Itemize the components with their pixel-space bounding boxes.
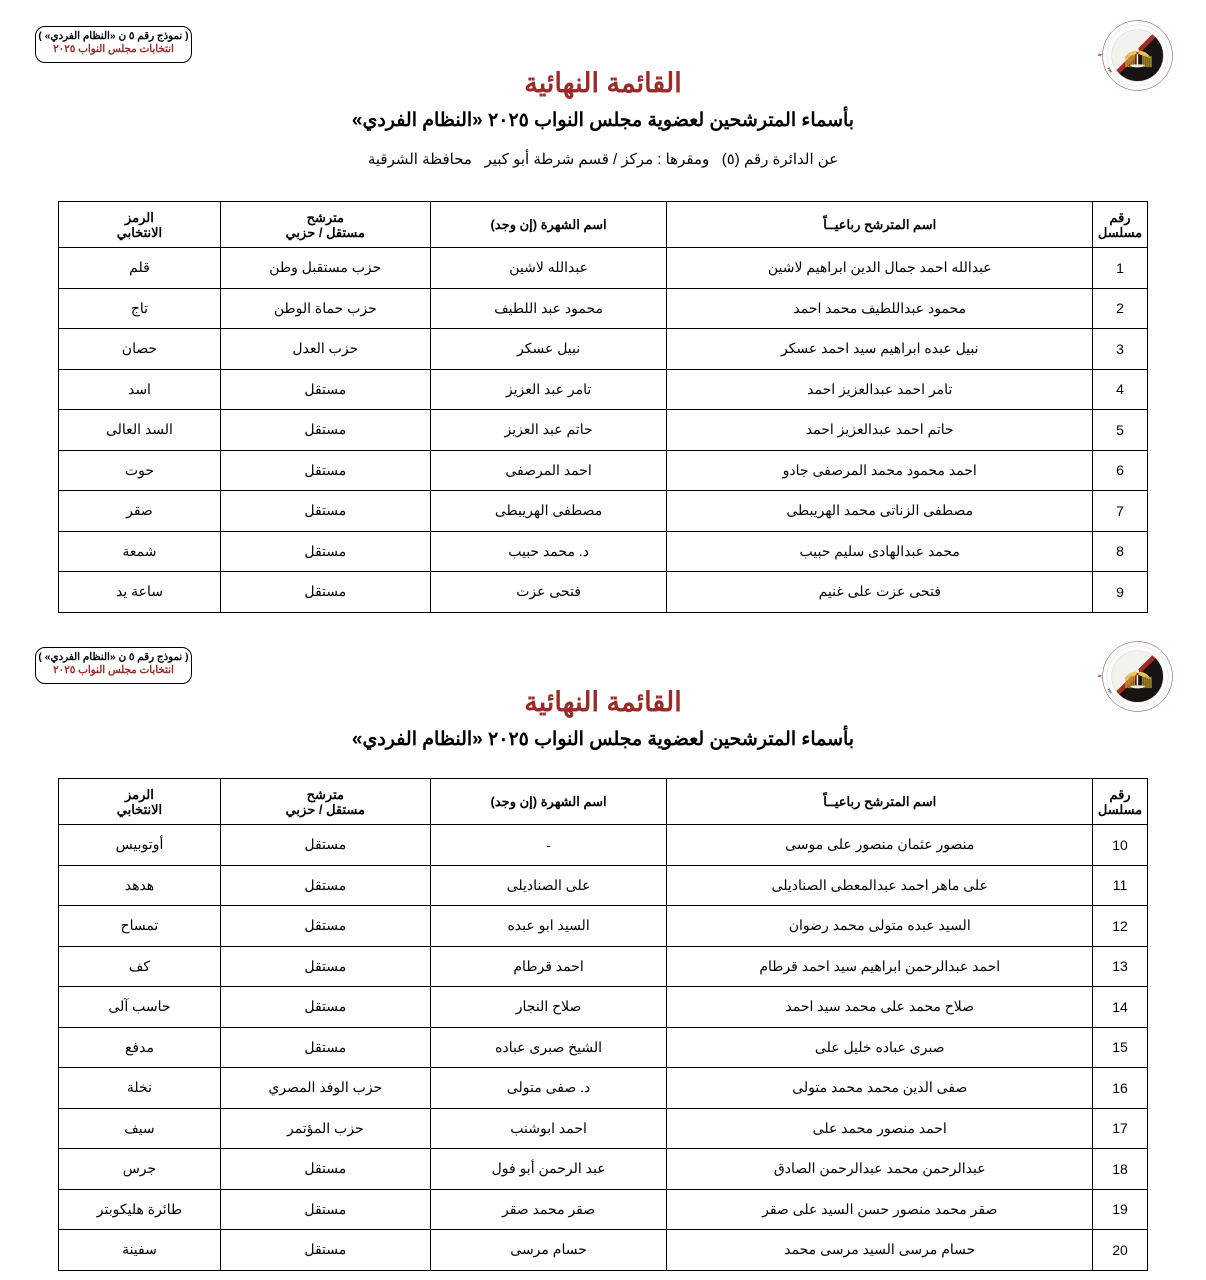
svg-text:الهيئة الوطنية للانتخابات: الهيئة الوطنية للانتخابات — [1089, 628, 1102, 678]
svg-text:الهيئة الوطنية للانتخابات: الهيئة الوطنية للانتخابات — [1089, 7, 1102, 57]
